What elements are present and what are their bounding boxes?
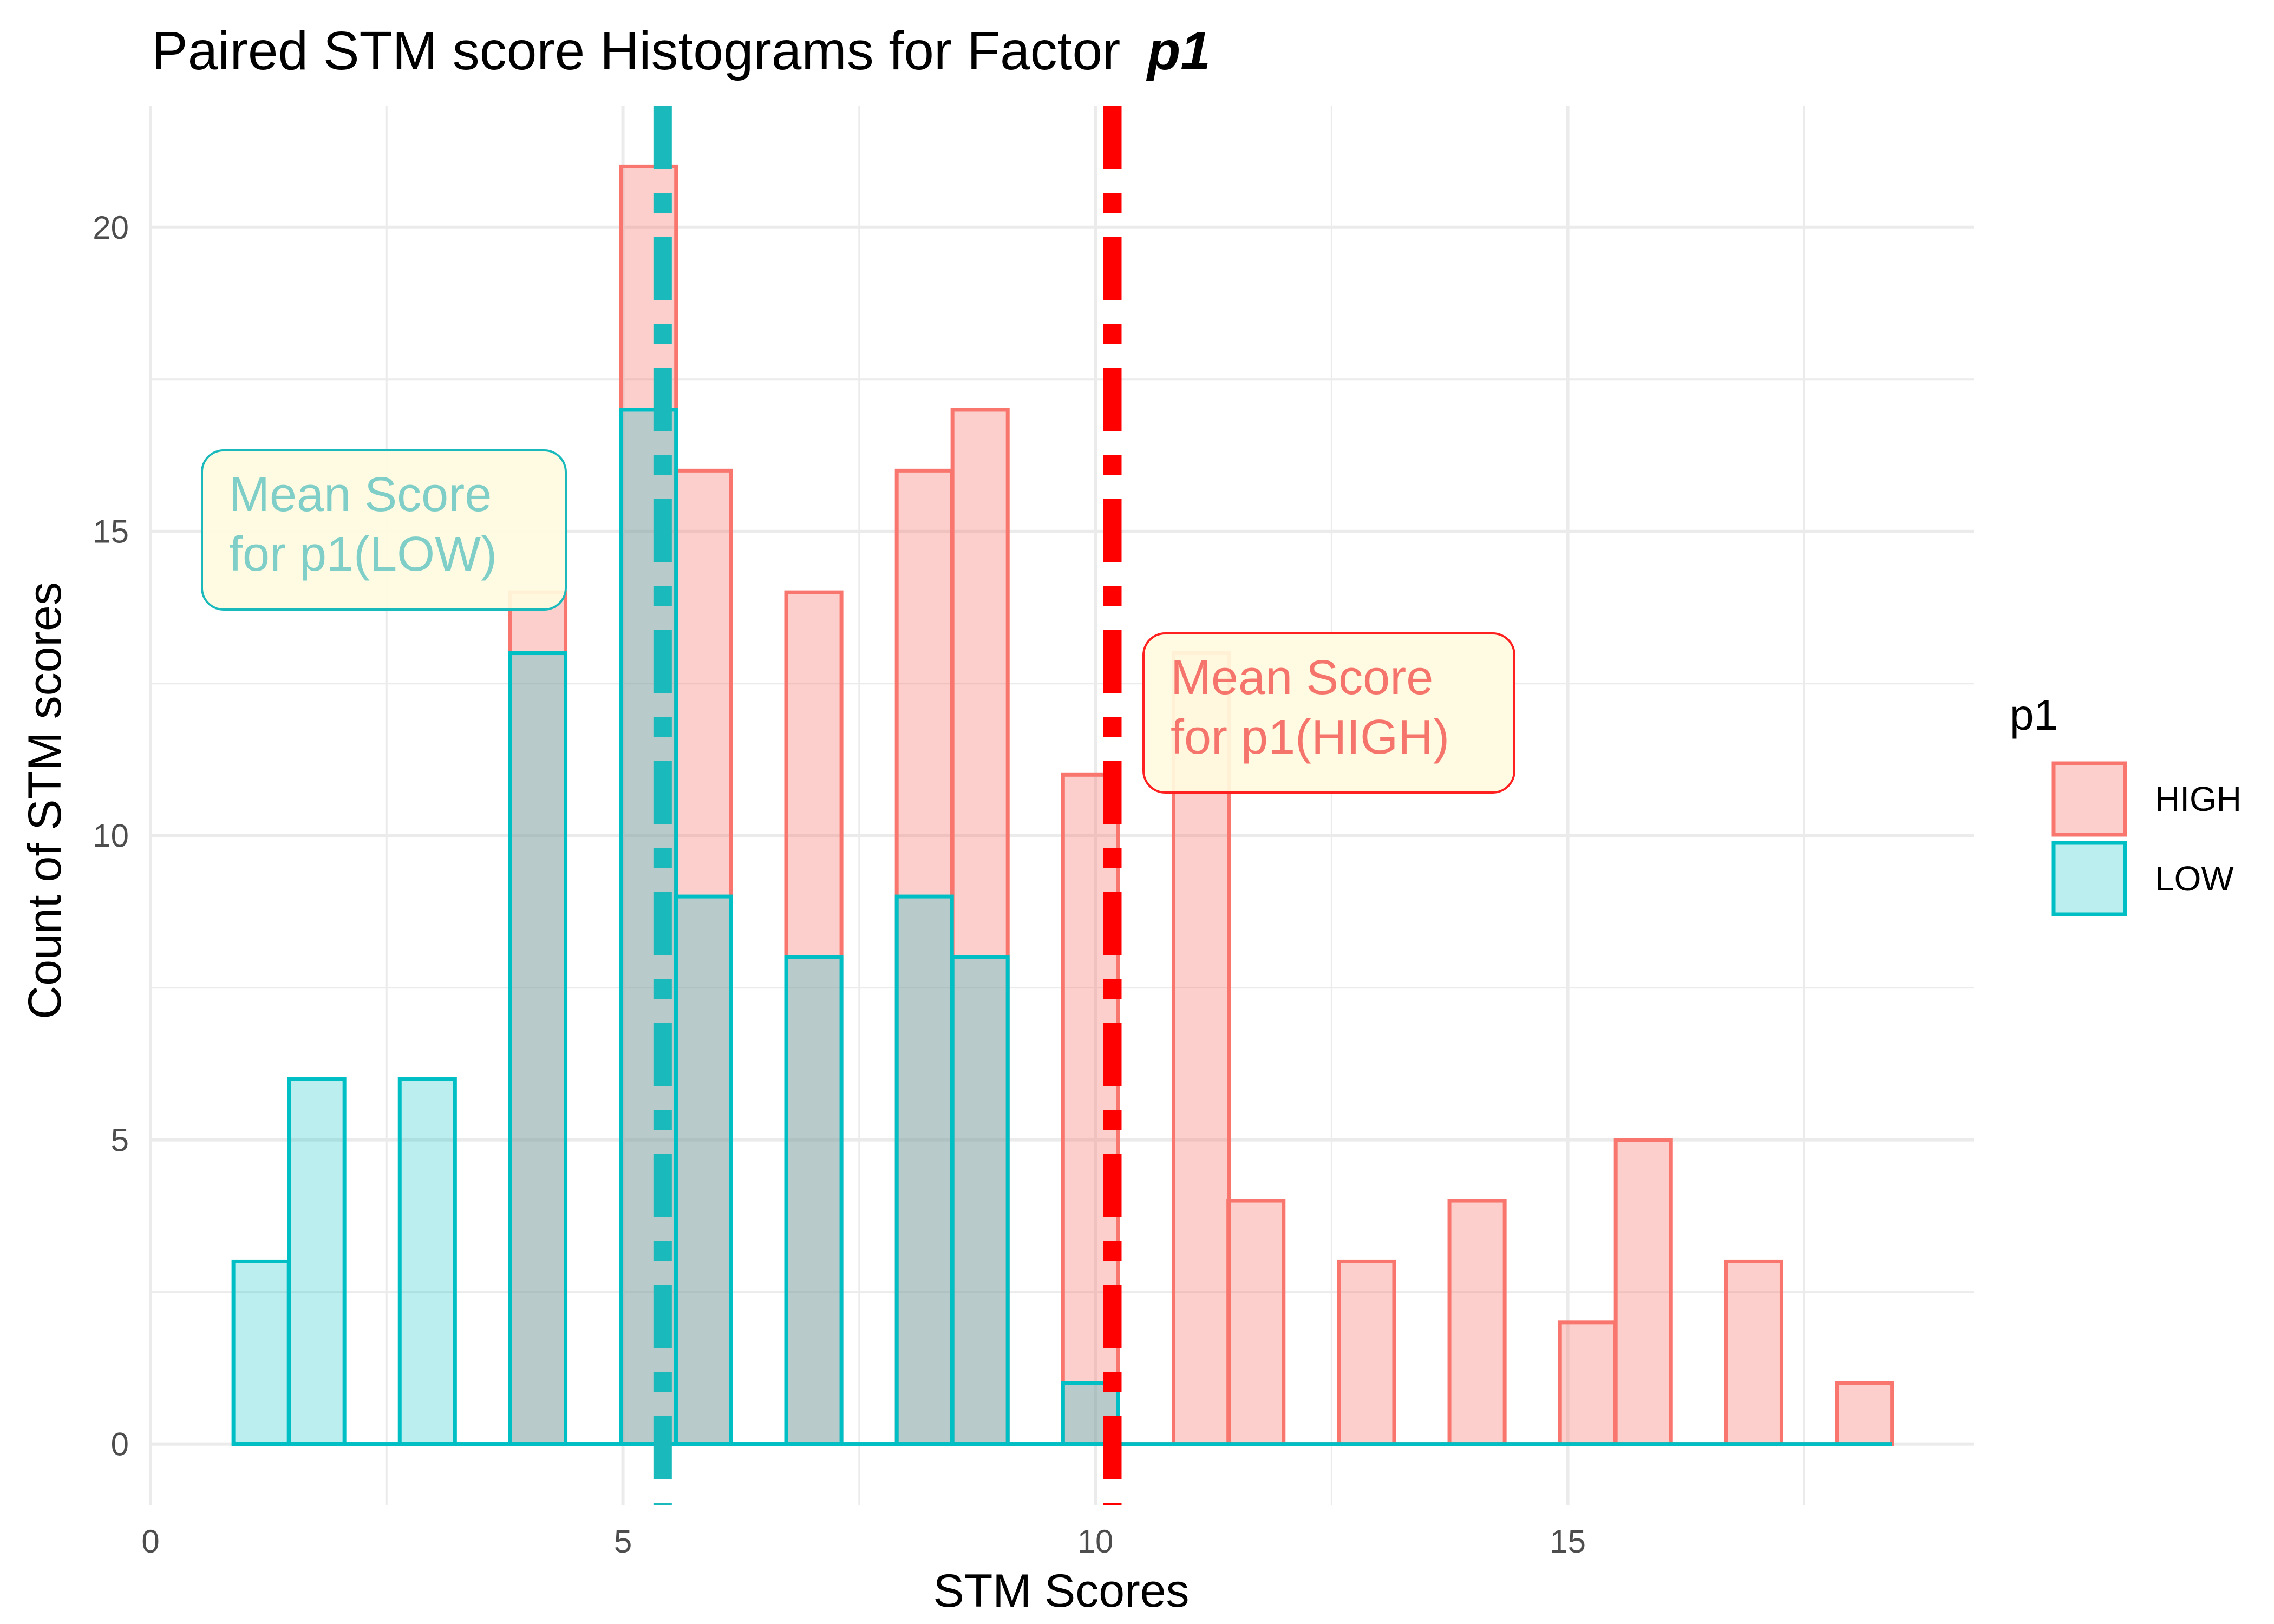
legend: p1 HIGH LOW [2010, 691, 2242, 916]
legend-key-low [2051, 841, 2127, 916]
legend-title: p1 [2010, 691, 2058, 739]
x-tick-label: 15 [1550, 1523, 1586, 1560]
y-tick-label: 10 [93, 818, 129, 854]
bar-low [674, 894, 733, 1446]
chart-title-main: Paired STM score Histograms for Factor [152, 21, 1120, 81]
bar-low [784, 955, 844, 1446]
bar-high [1226, 1199, 1286, 1446]
mean-lines-layer [653, 106, 1122, 1505]
x-tick-label: 0 [141, 1523, 159, 1560]
bar-low [287, 1077, 347, 1446]
bar-low [950, 955, 1010, 1446]
chart-title-emphasis: p1 [1146, 21, 1211, 81]
bar-low [894, 894, 954, 1446]
bar-high [1613, 1138, 1673, 1446]
y-axis-label: Count of STM scores [19, 582, 71, 1019]
x-tick-label: 10 [1077, 1523, 1114, 1560]
y-tick-label: 0 [111, 1426, 129, 1463]
bar-high [1447, 1199, 1507, 1446]
annotation-text-1: Mean Score [1171, 651, 1433, 705]
chart-title: Paired STM score Histograms for Factor p… [152, 21, 1211, 81]
bar-high [950, 408, 1010, 1446]
bar-low [231, 1259, 291, 1446]
bar-high [1558, 1320, 1617, 1446]
bar-high [1337, 1259, 1396, 1446]
y-tick-label: 15 [93, 514, 129, 550]
legend-label-high: HIGH [2155, 780, 2242, 818]
bar-low [508, 651, 568, 1446]
bar-high [1724, 1259, 1783, 1446]
annotation-box-0 [201, 449, 567, 611]
annotation-text-1: for p1(HIGH) [1171, 710, 1449, 764]
bar-high [1835, 1381, 1894, 1446]
y-tick-label: 5 [111, 1122, 129, 1158]
tick-labels-layer: 0 5 10 15 0 5 10 15 20 [93, 209, 1586, 1560]
legend-label-low: LOW [2155, 859, 2234, 898]
y-tick-label: 20 [93, 209, 129, 246]
bar-low [397, 1077, 457, 1446]
annotation-box-1 [1142, 632, 1515, 794]
annotation-text-0: for p1(LOW) [229, 527, 497, 581]
bars-layer [231, 164, 1894, 1446]
x-tick-label: 5 [614, 1523, 632, 1560]
legend-key-high [2051, 761, 2127, 837]
annotation-text-0: Mean Score [229, 468, 492, 522]
x-axis-label: STM Scores [933, 1565, 1189, 1617]
